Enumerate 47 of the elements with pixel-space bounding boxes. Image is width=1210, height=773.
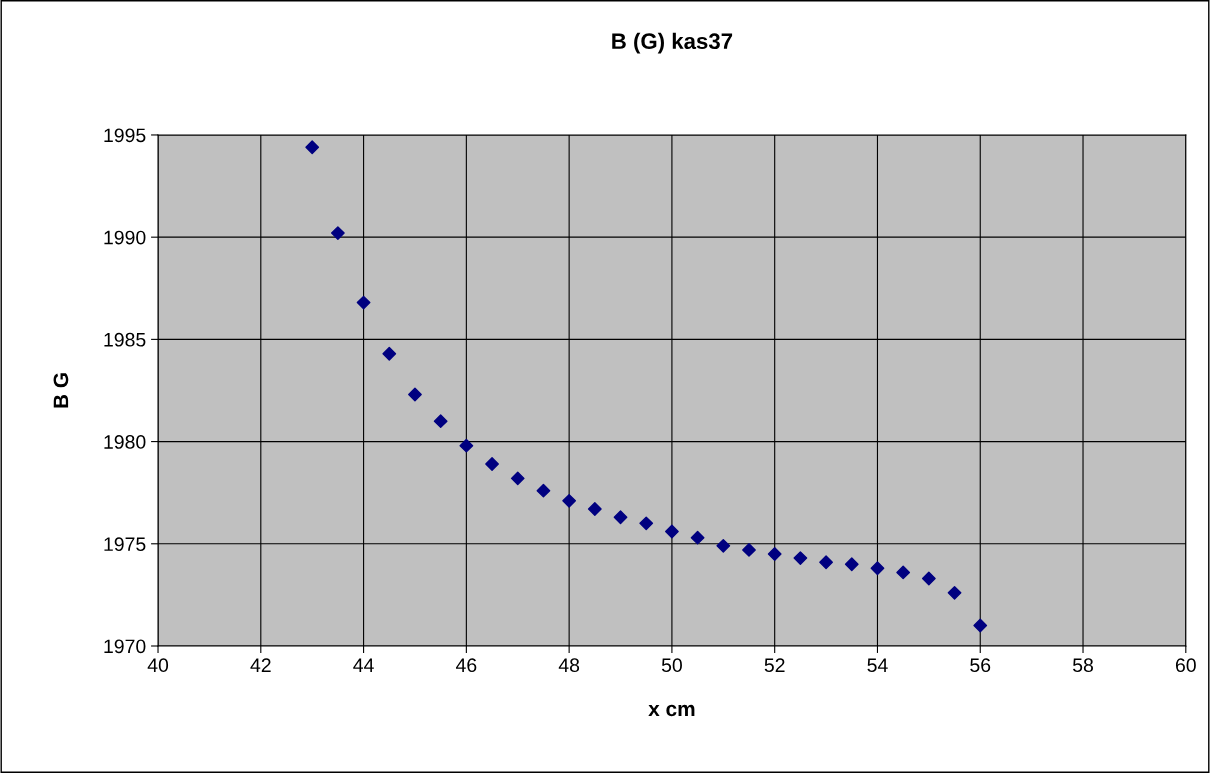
chart-title: B (G) kas37	[612, 32, 733, 54]
x-tick-label: 50	[661, 658, 682, 673]
y-axis-title: B G	[53, 373, 69, 408]
point	[536, 483, 551, 498]
point	[587, 502, 602, 516]
x-tick-label: 56	[970, 658, 991, 673]
y-tick-label: 1995	[104, 128, 146, 143]
y-tick-label: 1970	[104, 639, 146, 654]
point	[510, 471, 525, 486]
point	[665, 524, 679, 539]
point	[459, 438, 474, 453]
point	[819, 555, 833, 570]
x-tick-label: 54	[867, 658, 888, 673]
x-tick-label: 40	[147, 658, 169, 673]
x-tick-label: 46	[455, 658, 477, 673]
x-tick-label: 48	[558, 658, 580, 673]
point	[562, 493, 577, 508]
point	[305, 140, 320, 155]
x-tick-label: 58	[1072, 658, 1093, 673]
point	[690, 530, 705, 545]
point	[613, 510, 628, 525]
y-tick-label: 1980	[104, 435, 146, 449]
point	[382, 346, 397, 361]
x-tick-label: 42	[250, 658, 271, 672]
point	[639, 516, 654, 531]
y-tick-label: 1975	[104, 537, 146, 552]
point	[793, 551, 808, 566]
point	[973, 618, 988, 633]
point	[408, 387, 422, 402]
point	[330, 226, 345, 240]
point	[485, 457, 499, 471]
point	[844, 557, 859, 572]
x-tick-label: 60	[1175, 658, 1196, 673]
y-tick-label: 1985	[104, 332, 146, 347]
x-axis-title: x cm	[648, 704, 695, 717]
point	[767, 547, 782, 561]
point	[896, 565, 911, 580]
point	[870, 561, 885, 576]
x-tick-label: 52	[764, 658, 785, 673]
point	[947, 585, 962, 600]
y-tick-label: 1990	[104, 230, 146, 245]
point	[921, 571, 936, 586]
point	[716, 538, 731, 553]
point	[356, 295, 371, 310]
x-tick-label: 44	[353, 658, 374, 672]
point	[742, 543, 756, 557]
point	[433, 414, 448, 429]
